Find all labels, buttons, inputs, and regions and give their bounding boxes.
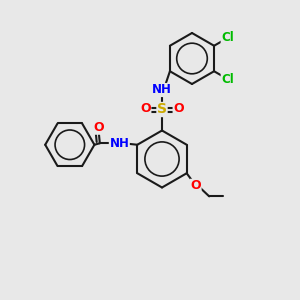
- Text: O: O: [190, 179, 201, 192]
- Text: O: O: [93, 121, 104, 134]
- Text: Cl: Cl: [221, 32, 234, 44]
- Text: NH: NH: [110, 137, 129, 150]
- Text: O: O: [140, 101, 151, 115]
- Text: O: O: [173, 101, 184, 115]
- Text: Cl: Cl: [221, 73, 234, 85]
- Text: NH: NH: [152, 83, 172, 97]
- Text: S: S: [157, 103, 167, 116]
